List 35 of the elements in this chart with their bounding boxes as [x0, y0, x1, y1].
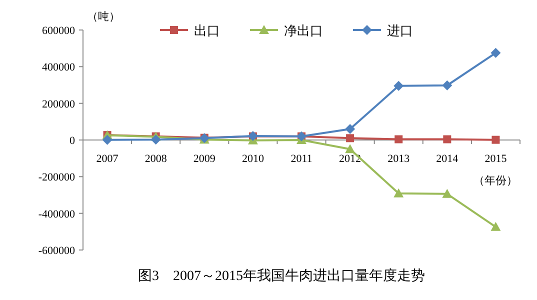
x-tick-label: 2007 [96, 153, 119, 165]
point [442, 188, 452, 198]
y-tick-label: 400000 [42, 62, 76, 74]
x-tick-label: 2014 [436, 153, 459, 165]
y-tick-label: -200000 [38, 172, 76, 184]
y-tick-label: 600000 [42, 25, 76, 37]
y-tick-label: 200000 [42, 98, 76, 110]
point [394, 188, 404, 198]
x-tick-label: 2009 [193, 153, 216, 165]
y-tick-label: -600000 [38, 245, 76, 257]
y-tick-label: -400000 [38, 208, 76, 220]
point [102, 134, 112, 145]
point [394, 80, 404, 91]
point [394, 135, 403, 144]
x-tick-label: 2013 [388, 153, 410, 165]
point [490, 222, 501, 231]
x-tick-label: 2011 [290, 153, 312, 165]
x-tick-label: 2010 [242, 153, 264, 165]
point [492, 136, 500, 144]
y-tick-label: 0 [70, 135, 76, 147]
point [442, 80, 452, 90]
legend-label: 出口 [194, 23, 220, 38]
x-axis-title: （年份） [474, 175, 518, 187]
point [490, 48, 501, 58]
point [150, 134, 161, 145]
legend-label: 净出口 [284, 23, 323, 38]
point [345, 144, 356, 154]
legend-label: 进口 [387, 23, 413, 38]
y-axis-title: （吨） [87, 10, 120, 23]
x-tick-label: 2015 [484, 153, 508, 165]
point [345, 124, 356, 134]
text: 图3 2007～2015年我国牛肉进出口量年度走势 [138, 268, 425, 284]
x-tick-label: 2008 [144, 153, 168, 165]
point [443, 135, 452, 144]
point [346, 134, 354, 142]
